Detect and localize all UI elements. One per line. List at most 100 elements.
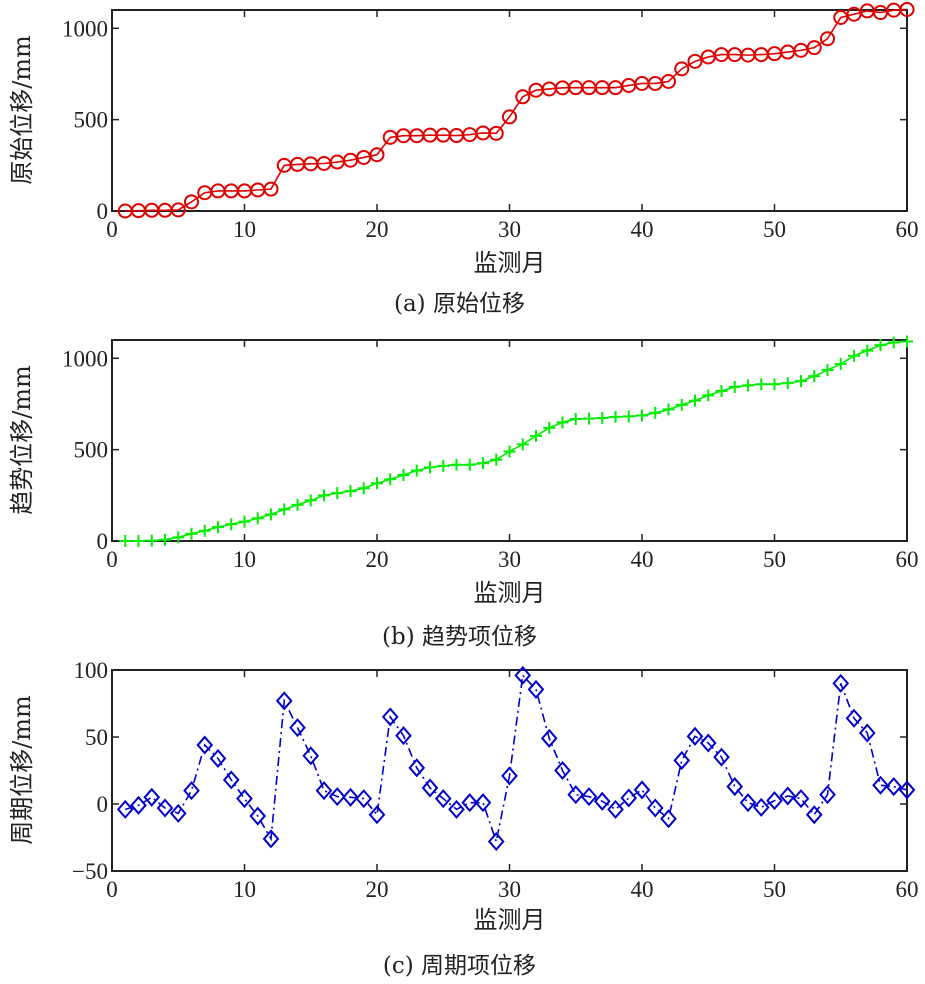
x-tick-label: 30 (498, 877, 521, 902)
data-point-diamond (792, 789, 810, 809)
x-tick-label: 40 (631, 217, 654, 242)
data-point-diamond (434, 789, 452, 809)
data-point-plus (583, 412, 595, 425)
data-point-plus (344, 485, 357, 498)
y-tick-label: 0 (97, 199, 109, 224)
data-point-plus (728, 380, 741, 393)
data-point-plus (874, 339, 887, 352)
data-point-plus (543, 421, 556, 434)
x-tick-label: 60 (896, 877, 919, 902)
data-point-plus (596, 412, 609, 425)
panel-a: 0 10 20 30 40 50 60 0 500 1000 监测月 原始位移/mm (a) 原始位移 (8, 1, 919, 317)
data-point-plus (834, 357, 847, 370)
data-point-circle (502, 109, 517, 125)
panel-caption: (c) 周期项位移 (383, 953, 536, 979)
data-point-plus (742, 379, 754, 392)
data-point-diamond (461, 793, 479, 813)
data-point-diamond (567, 785, 585, 805)
data-point-diamond (514, 665, 532, 685)
data-point-plus (636, 409, 648, 422)
data-point-diamond (196, 735, 214, 755)
data-point-diamond (872, 775, 889, 795)
data-point-diamond (156, 798, 174, 818)
x-tick-label: 30 (498, 547, 521, 572)
data-point-circle (899, 1, 915, 17)
y-tick-label: −50 (72, 859, 108, 884)
data-point-diamond (302, 746, 320, 766)
data-point-diamond (209, 748, 227, 768)
data-point-plus (848, 349, 860, 362)
data-point-plus (675, 398, 688, 411)
data-point-circle (515, 89, 531, 105)
data-point-diamond (116, 799, 134, 819)
data-point-plus (304, 494, 317, 507)
x-tick-label: 10 (233, 877, 256, 902)
data-point-diamond (686, 726, 704, 746)
data-point-diamond (766, 791, 783, 811)
x-tick-label: 50 (763, 217, 786, 242)
data-point-circle (674, 61, 690, 77)
data-point-circle (833, 9, 849, 25)
data-point-plus (622, 410, 635, 423)
x-axis-label: 监测月 (474, 906, 546, 934)
data-point-plus (530, 429, 542, 442)
data-point-diamond (805, 805, 823, 825)
x-tick-label: 10 (233, 547, 256, 572)
data-point-plus (397, 469, 410, 482)
data-point-circle (184, 194, 199, 210)
data-point-diamond (448, 799, 465, 819)
x-tick-label: 40 (631, 547, 654, 572)
data-point-plus (808, 370, 821, 383)
x-tick-label: 60 (896, 547, 919, 572)
data-point-plus (887, 336, 900, 349)
data-point-diamond (819, 785, 836, 805)
data-point-diamond (593, 791, 611, 811)
data-point-circle (806, 40, 822, 56)
x-axis-label: 监测月 (474, 249, 546, 277)
data-point-circle (170, 202, 186, 218)
y-tick-label: 0 (97, 529, 109, 554)
series-line (125, 8, 908, 212)
panel-b: 0 10 20 30 40 50 60 0 500 1000 监测月 趋势位移/mm (b) 趋势项位移 (8, 335, 919, 650)
data-point-plus (755, 378, 768, 391)
data-point-plus (424, 461, 436, 474)
data-point-plus (437, 459, 450, 472)
data-point-plus (649, 406, 662, 419)
data-point-diamond (527, 679, 545, 699)
data-point-diamond (408, 758, 426, 778)
data-point-plus (503, 445, 516, 458)
data-point-plus (569, 412, 582, 425)
data-point-plus (159, 533, 171, 546)
data-point-plus (821, 363, 834, 376)
data-point-diamond (130, 795, 147, 815)
data-point-circle (369, 147, 385, 163)
data-point-plus (331, 487, 344, 500)
data-point-plus (609, 410, 622, 423)
data-point-plus (172, 531, 185, 544)
data-point-plus (212, 521, 224, 534)
data-point-diamond (222, 770, 240, 790)
data-point-plus (291, 498, 304, 511)
data-point-plus (145, 534, 158, 547)
x-axis-label: 监测月 (474, 579, 546, 607)
data-point-plus (861, 344, 874, 357)
y-tick-label: 1000 (62, 16, 108, 41)
data-point-diamond (315, 781, 333, 801)
y-axis-label: 原始位移/mm (8, 35, 36, 185)
data-point-plus (410, 464, 423, 477)
data-point-plus (715, 384, 728, 397)
data-point-diamond (183, 781, 200, 801)
data-point-plus (185, 527, 198, 540)
panel-caption: (b) 趋势项位移 (382, 624, 537, 650)
data-point-diamond (752, 797, 770, 817)
y-tick-label: 500 (74, 438, 109, 463)
data-point-plus (702, 389, 715, 402)
data-point-plus (781, 377, 794, 390)
data-point-diamond (580, 787, 598, 807)
data-point-diamond (368, 805, 386, 825)
data-point-diamond (236, 789, 253, 809)
data-point-diamond (169, 803, 187, 823)
data-point-plus (662, 403, 675, 416)
data-point-diamond (262, 829, 280, 849)
